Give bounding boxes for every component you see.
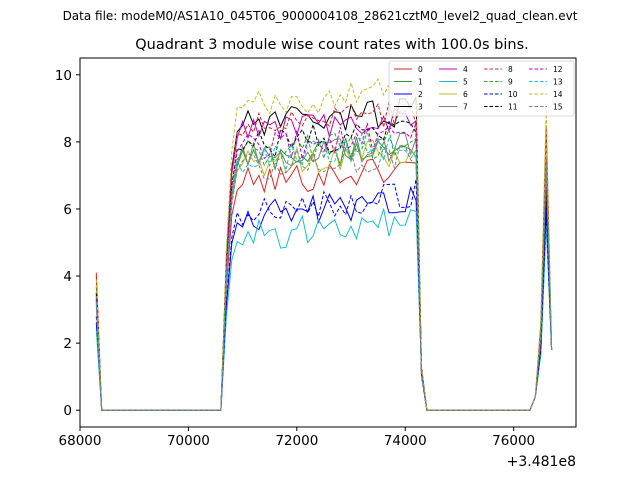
x-tick-label: 72000	[275, 433, 318, 449]
series-line-14	[95, 78, 553, 411]
x-tick-label: 76000	[492, 433, 535, 449]
legend-label-13: 13	[553, 78, 563, 87]
x-tick-label: 70000	[167, 433, 210, 449]
legend-box	[388, 60, 575, 117]
y-tick-label: 10	[55, 68, 72, 84]
series-line-15	[95, 145, 553, 411]
legend-label-8: 8	[508, 65, 513, 74]
legend-label-6: 6	[463, 90, 468, 99]
series-layer	[95, 78, 553, 411]
y-tick-label: 4	[63, 269, 72, 285]
legend-label-14: 14	[553, 90, 563, 99]
x-offset-label: +3.481e8	[507, 454, 576, 470]
legend-label-7: 7	[463, 103, 468, 112]
legend-label-5: 5	[463, 78, 468, 87]
x-tick-label: 68000	[59, 433, 102, 449]
legend-label-3: 3	[418, 103, 423, 112]
chart-title: Quadrant 3 module wise count rates with …	[135, 37, 529, 53]
data-file-header: Data file: modeM0/AS1A10_045T06_90000041…	[63, 9, 578, 23]
legend-label-2: 2	[418, 90, 423, 99]
legend-label-1: 1	[418, 78, 423, 87]
plot-frame	[79, 57, 577, 428]
x-tick-label: 74000	[384, 433, 427, 449]
legend-label-9: 9	[508, 78, 513, 87]
legend-label-10: 10	[508, 90, 518, 99]
legend-label-4: 4	[463, 65, 468, 74]
legend-label-15: 15	[553, 103, 563, 112]
legend-label-12: 12	[553, 65, 563, 74]
y-tick-label: 8	[63, 135, 72, 151]
y-tick-label: 0	[63, 403, 72, 419]
series-line-10	[95, 179, 553, 411]
y-tick-label: 2	[63, 336, 72, 352]
legend-label-11: 11	[508, 103, 518, 112]
legend-label-0: 0	[418, 65, 423, 74]
y-tick-label: 6	[63, 202, 72, 218]
